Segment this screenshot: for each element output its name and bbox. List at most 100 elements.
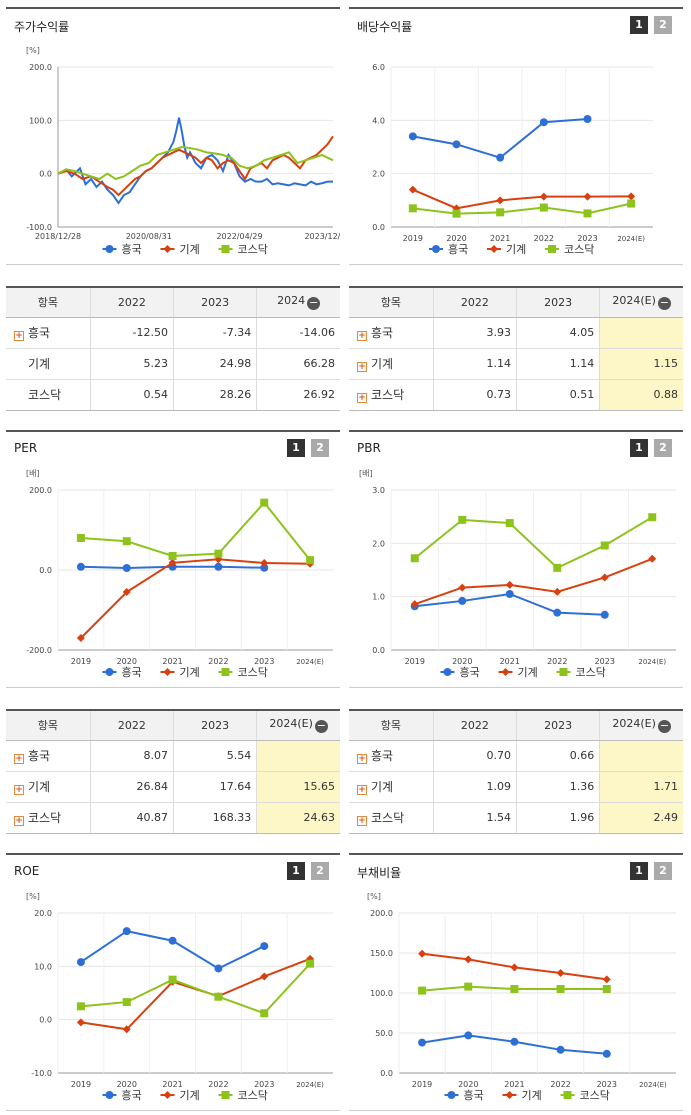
table-cell bbox=[256, 740, 340, 772]
legend-label: 흥국 bbox=[460, 665, 480, 679]
legend-label: 코스닥 bbox=[238, 666, 268, 679]
data-point bbox=[496, 196, 505, 205]
stock-return-panel: 주가수익률 [%] 200.0 100.0 0.0 -100.0 2018/12/28 20… bbox=[6, 7, 340, 265]
table-row: + 기계 26.84 17.64 15.65 bbox=[6, 771, 340, 803]
toggle-2-button[interactable]: 2 bbox=[311, 862, 329, 880]
data-point bbox=[600, 610, 609, 619]
data-point bbox=[539, 118, 548, 127]
toggle-2-button[interactable]: 2 bbox=[654, 16, 672, 34]
y-unit-label: [%] bbox=[26, 46, 40, 55]
table-cell: 40.87 bbox=[89, 802, 174, 834]
data-point bbox=[563, 1091, 572, 1099]
row-label-cell: + 기계 bbox=[349, 348, 434, 380]
x-tick-label: 2023 bbox=[254, 1080, 274, 1089]
expand-icon[interactable]: + bbox=[357, 362, 367, 372]
data-point bbox=[510, 985, 519, 993]
expand-icon[interactable]: + bbox=[357, 393, 367, 403]
x-tick-label: 2021 bbox=[500, 657, 520, 666]
header-label: 2022 bbox=[117, 295, 146, 309]
chart-toggle: 1 2 bbox=[630, 862, 672, 880]
y-tick-label: 0.0 bbox=[39, 1016, 52, 1025]
x-tick-label: 2019 bbox=[405, 657, 425, 666]
data-point bbox=[496, 153, 505, 162]
expand-icon[interactable]: + bbox=[357, 816, 367, 826]
data-point bbox=[122, 537, 131, 546]
expand-icon[interactable]: + bbox=[14, 754, 24, 764]
toggle-1-button[interactable]: 1 bbox=[630, 16, 648, 34]
chart-toggle: 1 2 bbox=[287, 862, 329, 880]
table-header-row: 항목 2022 2023 2024(E) − bbox=[349, 286, 683, 318]
row-label-cell: + 코스닥 bbox=[349, 379, 434, 411]
expand-icon[interactable]: + bbox=[357, 331, 367, 341]
legend-label: 기계 bbox=[180, 666, 200, 679]
y-tick-label: 6.0 bbox=[372, 63, 385, 72]
y-tick-label: -100.0 bbox=[26, 223, 52, 232]
header-label: 2024(E) bbox=[612, 717, 656, 731]
toggle-1-button[interactable]: 1 bbox=[630, 439, 648, 457]
x-tick-label: 2024(E) bbox=[638, 658, 666, 666]
table-cell: 17.64 bbox=[172, 771, 257, 803]
y-tick-label: 200.0 bbox=[370, 909, 393, 918]
data-point bbox=[464, 982, 473, 991]
table-cell: -14.06 bbox=[256, 317, 340, 349]
toggle-1-button[interactable]: 1 bbox=[630, 862, 648, 880]
toggle-2-button[interactable]: 2 bbox=[311, 439, 329, 457]
x-tick-label: 2024(E) bbox=[296, 1081, 324, 1089]
toggle-1-button[interactable]: 1 bbox=[287, 439, 305, 457]
series-line bbox=[80, 962, 311, 1015]
table-cell: 0.54 bbox=[89, 379, 174, 411]
debt-panel: 부채비율 1 2 [%] 200.0 150.0 100.0 50.0 0.0 2019 20… bbox=[349, 853, 683, 1111]
collapse-icon[interactable]: − bbox=[314, 719, 328, 734]
toggle-2-button[interactable]: 2 bbox=[654, 862, 672, 880]
series-line bbox=[57, 145, 334, 181]
table-row: + 흥국 0.70 0.66 bbox=[349, 740, 683, 772]
table-header-cell: 2022 bbox=[89, 709, 174, 741]
data-point bbox=[539, 192, 548, 201]
table-row: + 흥국 -12.50 -7.34 -14.06 bbox=[6, 317, 340, 349]
legend-label: 기계 bbox=[522, 1089, 542, 1102]
data-point bbox=[490, 245, 498, 253]
collapse-icon[interactable]: − bbox=[657, 296, 671, 311]
table-cell: 0.70 bbox=[432, 740, 517, 772]
expand-icon[interactable]: + bbox=[14, 785, 24, 795]
table-cell: 1.09 bbox=[432, 771, 517, 803]
per-table: 항목 2022 2023 2024(E) − + 흥국 8.07 5.54 + 기계 26.84 17.… bbox=[6, 709, 340, 834]
chart-toggle: 1 2 bbox=[630, 16, 672, 34]
x-tick-label: 2023/12/28 bbox=[304, 232, 340, 241]
series-line bbox=[57, 135, 334, 197]
expand-icon[interactable]: + bbox=[357, 785, 367, 795]
data-point bbox=[408, 185, 417, 194]
toggle-1-button[interactable]: 1 bbox=[287, 862, 305, 880]
data-point bbox=[418, 986, 427, 995]
collapse-icon[interactable]: − bbox=[657, 719, 671, 734]
header-label: 2023 bbox=[544, 718, 573, 732]
pbr-panel: PBR 1 2 [배] 3.0 2.0 1.0 0.0 2019 2020 2021 2022 2… bbox=[349, 430, 683, 688]
header-label: 2023 bbox=[544, 295, 573, 309]
legend-label: 코스닥 bbox=[576, 666, 606, 679]
legend-label: 흥국 bbox=[448, 242, 468, 256]
expand-icon[interactable]: + bbox=[357, 754, 367, 764]
chart-title: 주가수익률 bbox=[14, 20, 70, 34]
x-tick-label: 2021 bbox=[162, 1080, 182, 1089]
data-point bbox=[408, 204, 417, 213]
data-point bbox=[76, 634, 85, 642]
legend-label: 코스닥 bbox=[238, 1089, 268, 1102]
y-tick-label: 0.0 bbox=[39, 566, 52, 575]
data-point bbox=[553, 608, 562, 617]
pbr-table: 항목 2022 2023 2024(E) − + 흥국 0.70 0.66 + 기계 1.09 1.36… bbox=[349, 709, 683, 834]
x-tick-label: 2020/08/31 bbox=[126, 232, 172, 241]
toggle-2-button[interactable]: 2 bbox=[654, 439, 672, 457]
x-tick-label: 2019 bbox=[412, 1080, 432, 1089]
x-tick-label: 2020 bbox=[458, 1080, 478, 1089]
expand-icon[interactable]: + bbox=[14, 816, 24, 826]
collapse-icon[interactable]: − bbox=[307, 296, 321, 311]
debt-chart-box: 부채비율 1 2 [%] 200.0 150.0 100.0 50.0 0.0 2019 20… bbox=[349, 853, 683, 1111]
expand-icon[interactable]: + bbox=[14, 331, 24, 341]
data-point bbox=[260, 1009, 269, 1018]
data-point bbox=[221, 1091, 230, 1099]
header-label: 2024(E) bbox=[612, 294, 656, 308]
series-line bbox=[414, 557, 653, 606]
table-cell: 26.92 bbox=[256, 379, 340, 411]
header-label: 항목 bbox=[380, 296, 401, 310]
chart-title: PER bbox=[14, 441, 38, 455]
